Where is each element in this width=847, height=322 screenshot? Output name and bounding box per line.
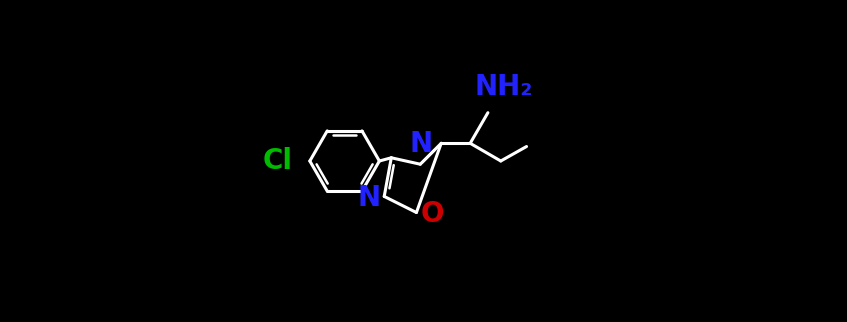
- Text: N: N: [358, 184, 381, 212]
- Text: NH₂: NH₂: [474, 73, 533, 101]
- Text: N: N: [409, 130, 433, 158]
- Text: O: O: [420, 200, 444, 228]
- Text: Cl: Cl: [263, 147, 293, 175]
